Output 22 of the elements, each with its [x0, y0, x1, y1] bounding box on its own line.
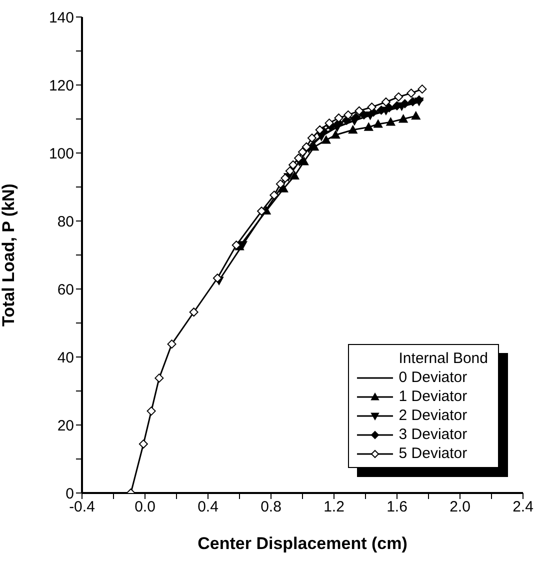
y-tick-label: 80 [57, 213, 74, 230]
legend-label: 5 Deviator [398, 444, 468, 463]
x-tick-label: 1.6 [386, 498, 408, 516]
x-tick-label: 0.8 [260, 498, 282, 516]
legend-label: 3 Deviator [398, 425, 468, 444]
y-tick-label: 60 [57, 281, 74, 298]
legend-label: 0 Deviator [398, 368, 468, 387]
text: 0.0 [134, 498, 156, 516]
legend-label: 2 Deviator [398, 406, 468, 425]
legend-title: Internal Bond [398, 349, 488, 368]
y-tick-label: 140 [48, 9, 74, 26]
y-tick-label: 40 [57, 349, 74, 366]
y-axis-title: Total Load, P (kN) [0, 184, 18, 326]
x-tick-label: 2.4 [512, 498, 534, 516]
legend-label: 1 Deviator [398, 387, 468, 406]
y-tick-label: 120 [48, 77, 74, 94]
x-axis-title: Center Displacement (cm) [198, 534, 408, 553]
text: 2.0 [450, 498, 470, 516]
x-tick-label: 1.2 [324, 498, 344, 516]
y-tick-label: 100 [48, 145, 74, 162]
y-tick-label: 20 [57, 417, 74, 434]
x-tick-label: 0.4 [198, 498, 218, 516]
